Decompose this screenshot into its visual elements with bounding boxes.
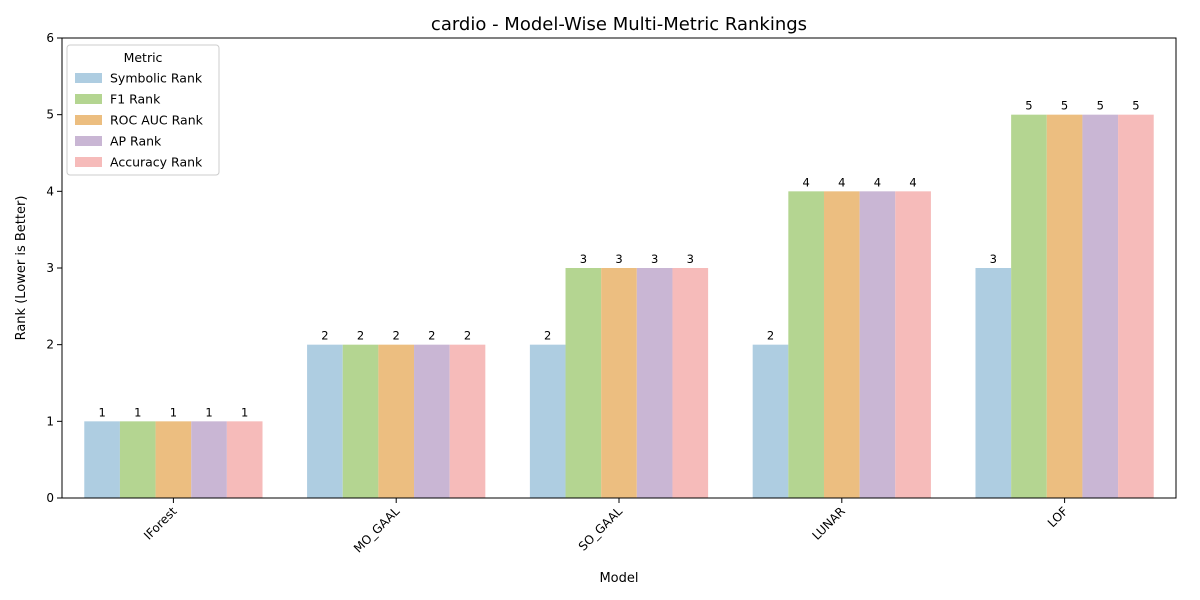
y-tick-label: 4 — [46, 184, 54, 198]
chart-title: cardio - Model-Wise Multi-Metric Ranking… — [431, 14, 807, 35]
bar-value-label: 4 — [909, 175, 916, 189]
bar-value-label: 1 — [241, 405, 248, 419]
y-tick-label: 3 — [46, 261, 54, 275]
bar-value-label: 4 — [802, 175, 809, 189]
legend-swatch — [75, 157, 102, 167]
bar — [1011, 114, 1047, 499]
bar-value-label: 2 — [544, 329, 551, 343]
y-tick-label: 2 — [46, 338, 54, 352]
bar-value-label: 3 — [580, 252, 587, 266]
legend-swatch — [75, 73, 102, 83]
legend-swatch — [75, 94, 102, 104]
bar-value-label: 5 — [1132, 99, 1139, 113]
bar-value-label: 2 — [321, 329, 328, 343]
legend-swatch — [75, 136, 102, 146]
bar — [601, 268, 637, 498]
plot-frame — [61, 37, 1177, 499]
y-axis: 0 1 2 3 4 5 6 — [46, 31, 62, 505]
x-axis: IForest MO_GAAL SO_GAAL LUNAR LOF — [141, 498, 1071, 556]
legend-box — [66, 44, 220, 176]
bar — [1118, 114, 1154, 499]
bar — [565, 268, 602, 498]
y-tick-label: 6 — [46, 31, 54, 45]
bar-value-label: 3 — [651, 252, 658, 266]
x-tick-label: IForest — [141, 504, 180, 543]
bar-value-label: 1 — [98, 405, 105, 419]
y-tick-label: 5 — [46, 108, 54, 122]
bar — [752, 344, 789, 498]
legend-title: Metric — [124, 50, 163, 65]
bar — [895, 191, 931, 499]
bar-value-label: 2 — [767, 329, 774, 343]
bar-value-label: 3 — [615, 252, 622, 266]
bar — [823, 191, 860, 499]
bar — [1046, 114, 1083, 499]
data-labels-group: 1 1 1 1 1 2 2 2 2 2 2 3 3 3 3 2 4 4 4 4 3 5 5 5 5 — [98, 99, 1139, 420]
bar — [672, 268, 709, 498]
legend-entry-label: Accuracy Rank — [110, 155, 203, 170]
bar-value-label: 1 — [170, 405, 177, 419]
bar-value-label: 1 — [134, 405, 141, 419]
x-tick-label: SO_GAAL — [576, 504, 626, 554]
bar — [155, 421, 192, 498]
bar — [378, 344, 415, 498]
bar — [342, 344, 379, 498]
bar — [307, 344, 343, 498]
bar-value-label: 2 — [393, 329, 400, 343]
bar-value-label: 2 — [464, 329, 471, 343]
x-tick-label: LOF — [1045, 504, 1071, 530]
bar-value-label: 4 — [838, 175, 845, 189]
bar — [859, 191, 896, 499]
bar — [449, 344, 486, 498]
bar — [191, 421, 227, 498]
legend-swatch — [75, 115, 102, 125]
y-tick-label: 1 — [46, 414, 54, 428]
bar — [84, 421, 120, 498]
x-axis-label: Model — [599, 571, 638, 586]
bar-value-label: 1 — [205, 405, 212, 419]
y-tick-label: 0 — [46, 491, 54, 505]
bars-group — [84, 114, 1154, 499]
bar-value-label: 5 — [1061, 99, 1068, 113]
y-axis-label: Rank (Lower is Better) — [14, 196, 29, 341]
x-tick-label: LUNAR — [809, 504, 847, 542]
bar-value-label: 2 — [357, 329, 364, 343]
bar — [414, 344, 450, 498]
bar — [529, 344, 566, 498]
bar — [788, 191, 824, 499]
bar-value-label: 2 — [428, 329, 435, 343]
bar — [1082, 114, 1119, 499]
legend: Metric Symbolic Rank F1 Rank ROC AUC Rank AP… — [66, 44, 220, 176]
x-tick-label: MO_GAAL — [351, 504, 403, 556]
bar-value-label: 5 — [1097, 99, 1104, 113]
bar-value-label: 5 — [1025, 99, 1032, 113]
bar — [119, 421, 156, 498]
bar-value-label: 4 — [874, 175, 881, 189]
bar — [636, 268, 673, 498]
legend-entry-label: AP Rank — [110, 134, 162, 149]
legend-entry-label: ROC AUC Rank — [110, 113, 204, 128]
bar-value-label: 3 — [990, 252, 997, 266]
bar — [975, 268, 1012, 498]
legend-entry-label: F1 Rank — [110, 92, 161, 107]
legend-entry-label: Symbolic Rank — [110, 71, 203, 86]
bar — [226, 421, 263, 498]
bar-value-label: 3 — [687, 252, 694, 266]
